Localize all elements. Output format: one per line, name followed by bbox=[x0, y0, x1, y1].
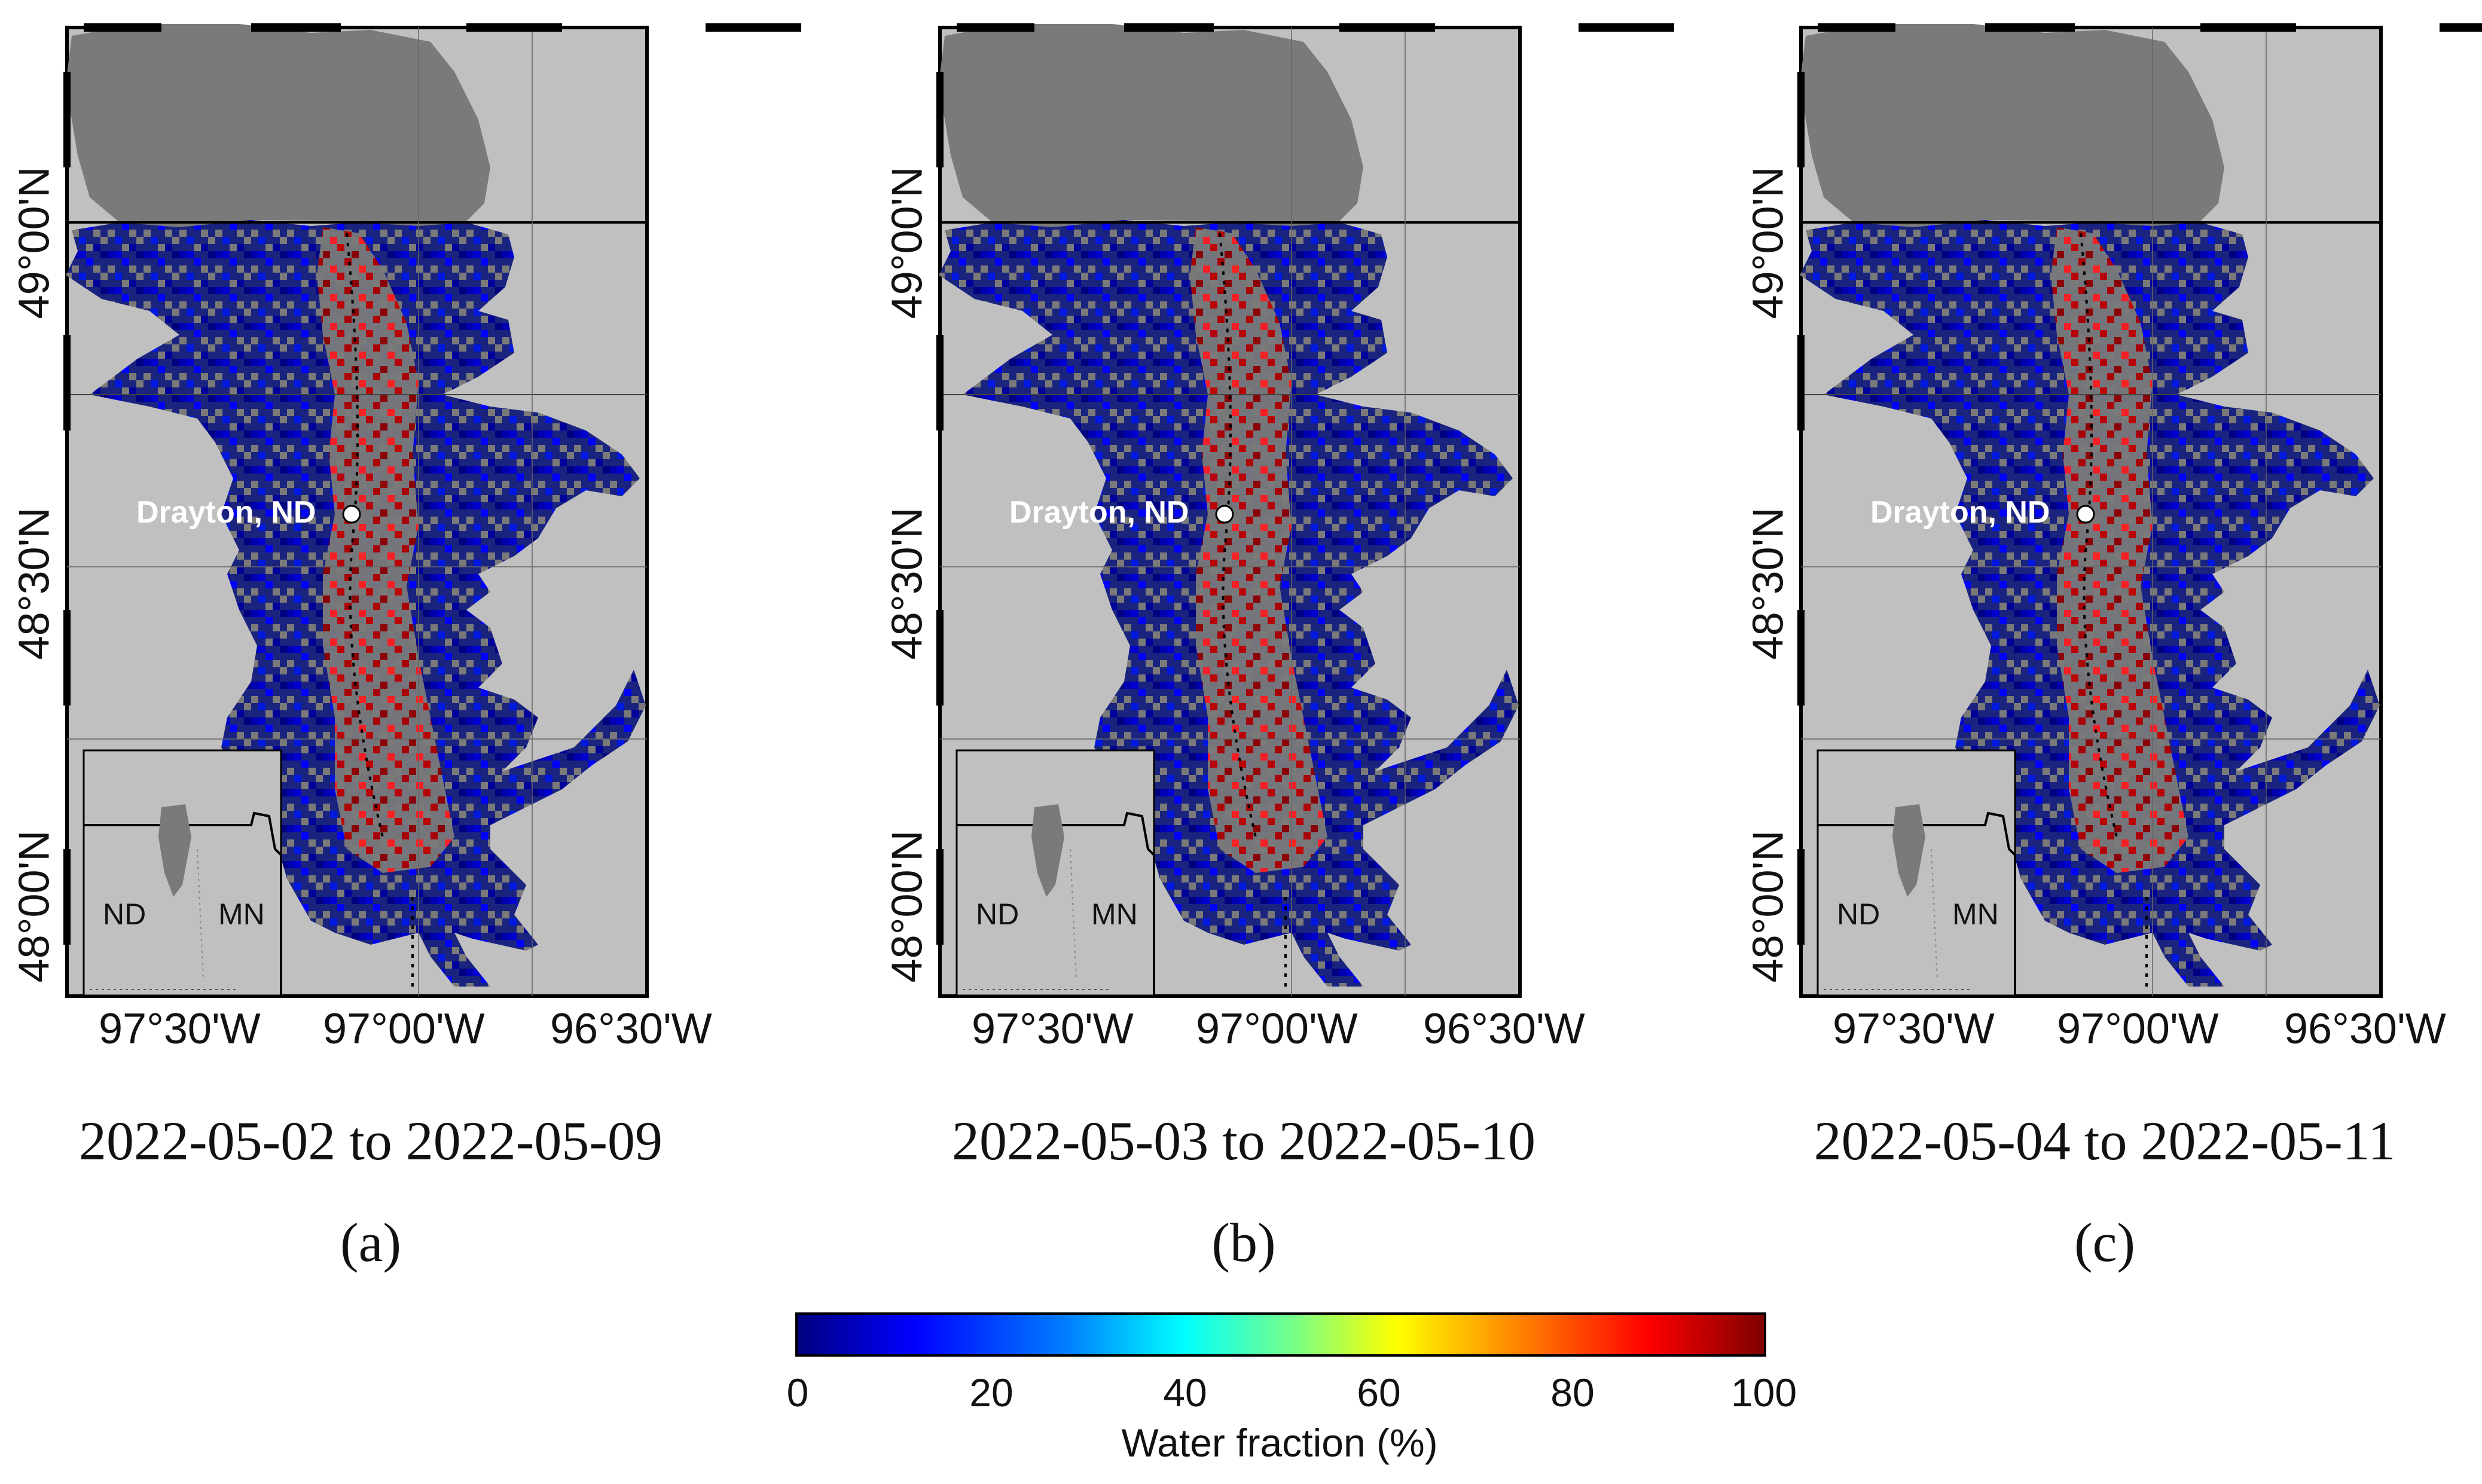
lat-label: 48°00'N bbox=[883, 830, 932, 983]
lon-label: 96°30'W bbox=[1423, 1005, 1585, 1053]
inset-border-line bbox=[957, 811, 1155, 996]
lat-label: 49°00'N bbox=[1744, 166, 1793, 319]
lon-label: 97°30'W bbox=[972, 1005, 1134, 1053]
city-label: Drayton, ND bbox=[1870, 495, 2050, 530]
map-frame bbox=[1797, 23, 2482, 998]
inset-border-line bbox=[84, 811, 282, 996]
map-panel-b: 49°00'N 48°30'N 48°00'N 97°30'W 97°00'W … bbox=[873, 0, 1698, 1285]
inset-border-line bbox=[1818, 811, 2016, 996]
city-marker bbox=[342, 505, 361, 524]
lon-label: 97°00'W bbox=[2057, 1005, 2219, 1053]
inset-state-label: MN bbox=[218, 897, 265, 931]
city-label: Drayton, ND bbox=[136, 495, 316, 530]
colorbar-tick: 100 bbox=[1730, 1370, 1797, 1415]
inset-basin bbox=[158, 804, 191, 897]
lat-label: 49°00'N bbox=[883, 166, 932, 319]
inset-state-label: MN bbox=[1091, 897, 1138, 931]
lon-label: 97°30'W bbox=[1833, 1005, 1995, 1053]
colorbar-tick: 40 bbox=[1163, 1370, 1207, 1415]
colorbar-tick: 20 bbox=[969, 1370, 1013, 1415]
city-marker bbox=[1215, 505, 1234, 524]
lat-label: 48°30'N bbox=[883, 507, 932, 660]
inset-basin bbox=[1031, 804, 1064, 897]
inset-state-label: ND bbox=[103, 897, 146, 931]
city-label: Drayton, ND bbox=[1009, 495, 1189, 530]
map-panel-c: 49°00'N 48°30'N 48°00'N 97°30'W 97°00'W … bbox=[1734, 0, 2482, 1285]
colorbar-tick: 80 bbox=[1550, 1370, 1595, 1415]
colorbar-tick: 60 bbox=[1357, 1370, 1401, 1415]
city-marker bbox=[2076, 505, 2095, 524]
map-panel-a: 49°00'N 48°30'N 48°00'N 97°30'W 97°00'W … bbox=[0, 0, 825, 1285]
panel-label: (a) bbox=[340, 1212, 402, 1273]
colorbar: 0 20 40 60 80 100 Water fraction (%) bbox=[787, 1312, 1797, 1480]
panel-label: (b) bbox=[1211, 1212, 1276, 1273]
canada-land-mask bbox=[1800, 24, 2224, 227]
lon-label: 96°30'W bbox=[2284, 1005, 2446, 1053]
red-river-high-fraction bbox=[2051, 227, 2188, 873]
panel-date-range: 2022-05-04 to 2022-05-11 bbox=[1814, 1110, 2396, 1171]
lon-label: 97°00'W bbox=[1196, 1005, 1358, 1053]
lat-label: 49°00'N bbox=[10, 166, 59, 319]
panel-label: (c) bbox=[2074, 1212, 2136, 1273]
lat-label: 48°00'N bbox=[1744, 830, 1793, 983]
lon-label: 97°30'W bbox=[99, 1005, 261, 1053]
colorbar-title: Water fraction (%) bbox=[1121, 1421, 1438, 1465]
map-frame bbox=[63, 23, 801, 998]
inset-state-label: MN bbox=[1952, 897, 1999, 931]
panel-date-range: 2022-05-03 to 2022-05-10 bbox=[951, 1110, 1536, 1171]
red-river-high-fraction bbox=[1190, 227, 1327, 873]
lat-label: 48°30'N bbox=[10, 507, 59, 660]
canada-land-mask bbox=[939, 24, 1363, 227]
inset-state-label: ND bbox=[1837, 897, 1880, 931]
inset-state-label: ND bbox=[976, 897, 1019, 931]
panel-date-range: 2022-05-02 to 2022-05-09 bbox=[78, 1110, 663, 1171]
lat-label: 48°00'N bbox=[10, 830, 59, 983]
map-frame bbox=[936, 23, 1674, 998]
colorbar-gradient bbox=[795, 1312, 1766, 1357]
colorbar-tick: 0 bbox=[786, 1370, 809, 1415]
lat-label: 48°30'N bbox=[1744, 507, 1793, 660]
lon-label: 97°00'W bbox=[323, 1005, 485, 1053]
canada-land-mask bbox=[66, 24, 490, 227]
lon-label: 96°30'W bbox=[550, 1005, 712, 1053]
inset-basin bbox=[1892, 804, 1925, 897]
red-river-high-fraction bbox=[317, 227, 454, 873]
